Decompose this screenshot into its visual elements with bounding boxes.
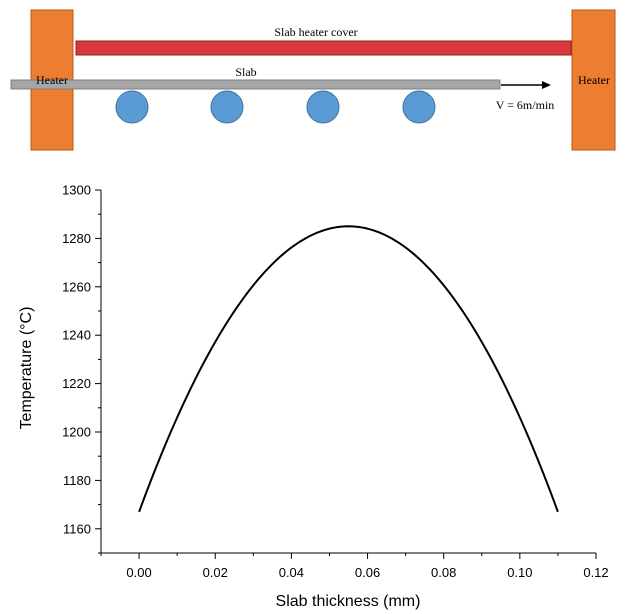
roller (402, 90, 436, 124)
roller (115, 90, 149, 124)
x-axis-title: Slab thickness (mm) (276, 593, 421, 610)
x-tick-label: 0.08 (431, 565, 456, 580)
x-tick-label: 0.02 (203, 565, 228, 580)
slab-heater-cover (75, 40, 572, 56)
right-heater (571, 9, 616, 151)
y-tick-label: 1220 (62, 376, 91, 391)
x-tick-label: 0.06 (355, 565, 380, 580)
x-tick-label: 0.12 (583, 565, 608, 580)
chart-ticks: 0.00 0.02 0.04 0.06 0.08 0.10 0.12 1160 1180 1200… (62, 183, 609, 581)
velocity-arrowhead (542, 81, 551, 89)
roller (210, 90, 244, 124)
y-tick-label: 1200 (62, 425, 91, 440)
y-tick-label: 1300 (62, 183, 91, 198)
x-tick-label: 0.10 (507, 565, 532, 580)
roller (306, 90, 340, 124)
x-tick-label: 0.00 (126, 565, 151, 580)
y-tick-label: 1240 (62, 328, 91, 343)
y-tick-label: 1160 (63, 521, 91, 536)
left-heater-label: Heater (36, 73, 68, 87)
slab-label: Slab (235, 65, 256, 79)
chart-axes (100, 190, 596, 554)
y-tick-label: 1280 (62, 231, 91, 246)
y-axis-title: Temperature (°C) (18, 307, 35, 430)
y-tick-label: 1180 (63, 473, 91, 488)
right-heater-label: Heater (578, 73, 610, 87)
slab-heater-schematic: Heater Heater Slab heater cover Slab V =… (10, 9, 616, 151)
chart-series (138, 225, 559, 513)
slab (10, 79, 501, 90)
velocity-label: V = 6m/min (496, 98, 555, 112)
y-tick-label: 1260 (62, 279, 91, 294)
x-tick-label: 0.04 (279, 565, 304, 580)
cover-label: Slab heater cover (274, 25, 357, 39)
temperature-line (138, 225, 559, 513)
